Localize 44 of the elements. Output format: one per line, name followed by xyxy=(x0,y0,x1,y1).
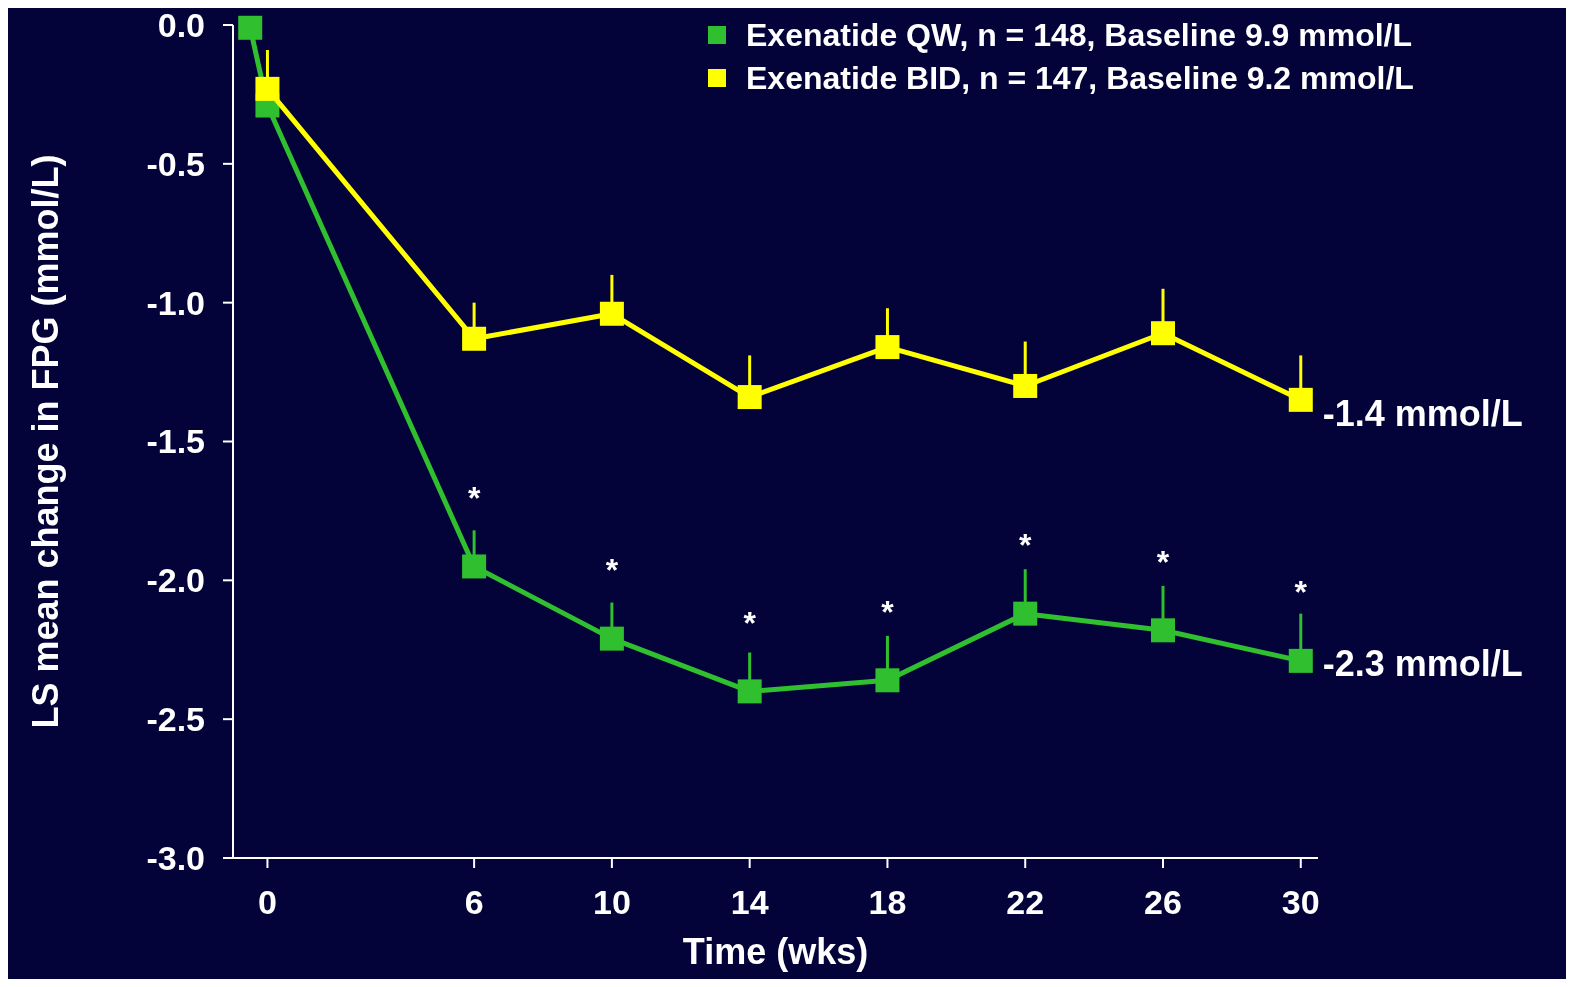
point xyxy=(1151,321,1175,346)
x-tick-label: 22 xyxy=(1006,883,1045,921)
point xyxy=(737,679,762,704)
point xyxy=(462,326,487,351)
point xyxy=(1013,373,1038,398)
annotation: * xyxy=(1156,543,1170,580)
point xyxy=(1013,601,1038,626)
point xyxy=(737,385,762,410)
point xyxy=(1288,648,1313,673)
annotation: -1.4 mmol/L xyxy=(1322,393,1523,435)
annotation: * xyxy=(605,552,619,589)
point xyxy=(875,335,900,360)
x-tick-label: 26 xyxy=(1144,883,1182,921)
legend-label: Exenatide BID, n = 147, Baseline 9.2 mmol/L xyxy=(746,60,1414,97)
annotation: * xyxy=(881,593,895,630)
y-tick-label: -0.5 xyxy=(146,144,205,183)
annotation: -2.3 mmol/L xyxy=(1322,643,1523,685)
annotation: * xyxy=(743,604,757,641)
y-tick-label: 0.0 xyxy=(157,5,205,44)
x-tick-label: 10 xyxy=(592,883,631,921)
x-tick-label: 18 xyxy=(868,883,907,921)
point xyxy=(238,15,263,40)
y-tick-label: -1.5 xyxy=(146,422,205,461)
y-tick-label: -1.0 xyxy=(146,283,205,322)
legend-label: Exenatide QW, n = 148, Baseline 9.9 mmol/L xyxy=(746,17,1413,54)
x-tick-label: 0 xyxy=(257,883,277,921)
annotation: * xyxy=(1019,527,1032,564)
point xyxy=(255,76,280,101)
point xyxy=(1288,387,1313,412)
annotation: * xyxy=(467,479,481,516)
point xyxy=(462,554,487,579)
point xyxy=(599,301,624,326)
x-axis-title: Time (wks) xyxy=(682,931,869,972)
point xyxy=(599,626,624,651)
y-tick-label: -2.5 xyxy=(146,700,205,739)
y-axis-title: LS mean change in FPG (mmol/L) xyxy=(25,154,66,729)
point xyxy=(1151,618,1175,643)
x-tick-label: 14 xyxy=(730,883,769,921)
x-tick-label: 30 xyxy=(1281,883,1320,921)
y-tick-label: -3.0 xyxy=(146,838,205,877)
annotation: * xyxy=(1294,574,1308,611)
y-tick-label: -2.0 xyxy=(146,561,205,600)
point xyxy=(875,668,900,693)
x-tick-label: 6 xyxy=(464,883,484,921)
